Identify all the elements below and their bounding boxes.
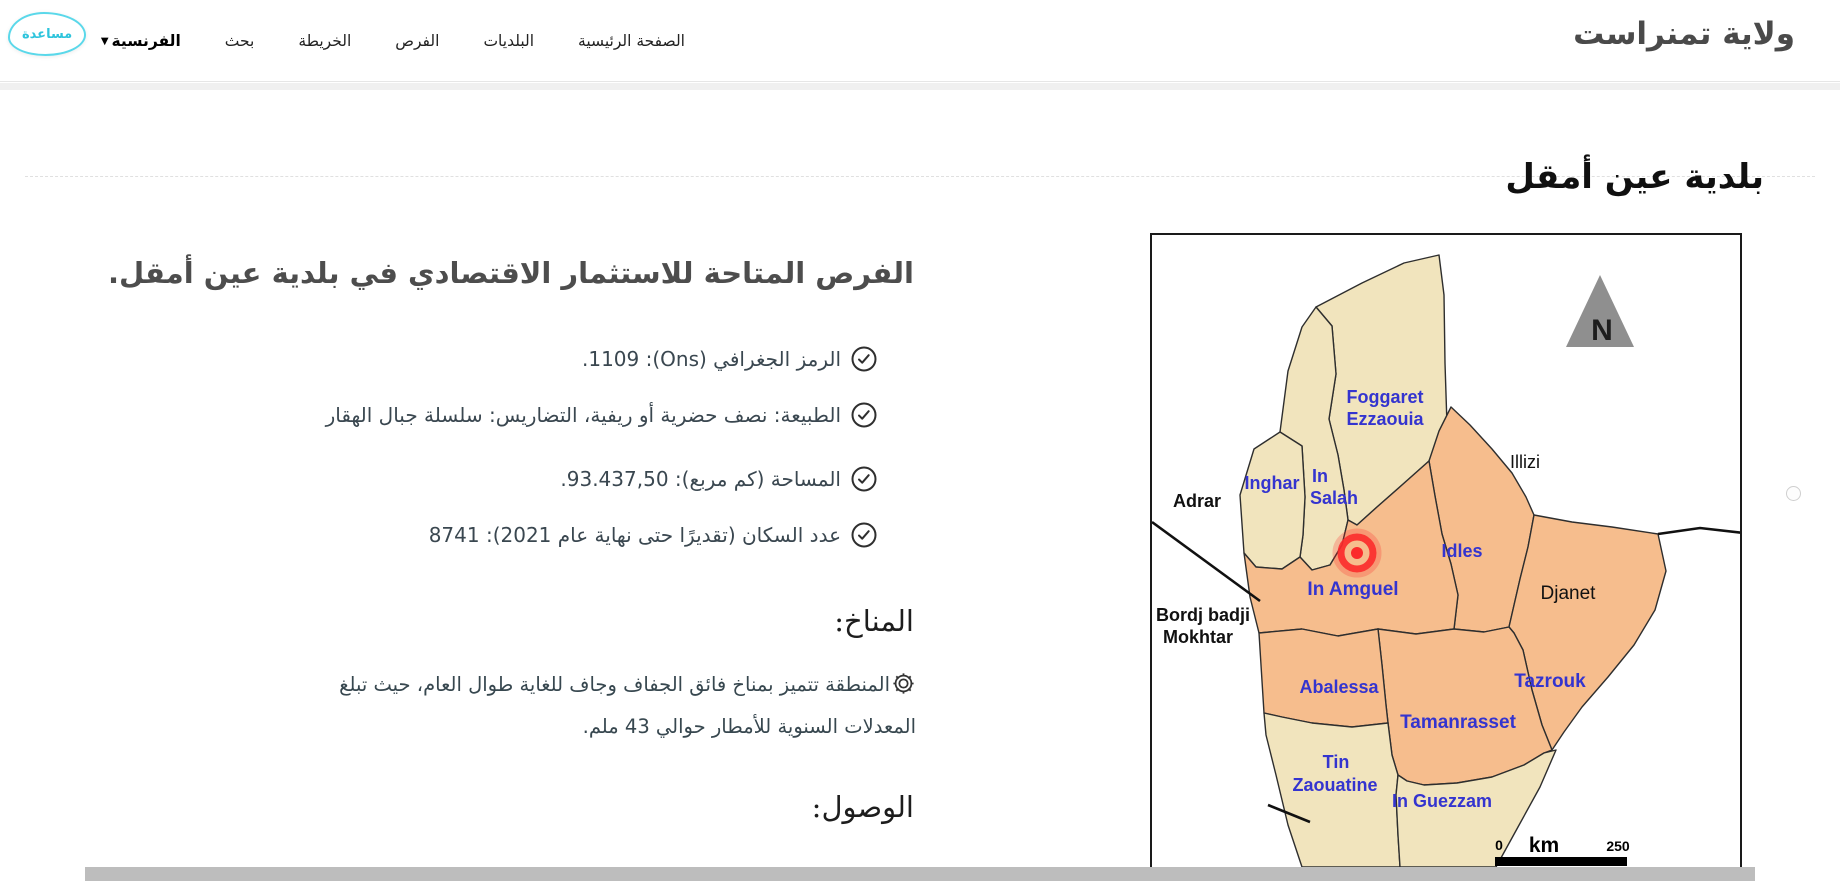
map-label-illizi: Illizi [1510,452,1540,472]
map-label-idles: Idles [1441,541,1482,561]
main-nav: الصفحة الرئيسية البلديات الفرص الخريطة ب… [101,0,685,82]
location-marker [1332,528,1382,578]
map-label-tamanrasset: Tamanrasset [1400,712,1516,733]
site-title: ولاية تمنراست [1573,16,1795,52]
climate-text: المنطقة تتميز بمناخ فائق الجفاف وجاف للغ… [339,673,916,738]
gear-icon [891,673,916,701]
section-divider [25,176,1815,177]
check-circle-icon [850,521,878,557]
climate-heading: المناخ: [834,604,914,638]
fact-text: عدد السكان (تقديرًا حتى نهاية عام 2021):… [428,523,841,547]
nav-item-map[interactable]: الخريطة [298,32,352,50]
border-line-east [1657,526,1740,536]
border-line-southwest [1267,803,1311,824]
fact-text: الرمز الجغرافي (Ons): 1109. [582,347,841,371]
nav-item-opportunities[interactable]: الفرص [395,32,440,50]
map-scale-bar: 0 km 250 [1495,834,1630,866]
fact-row-area: المساحة (كم مربع): 93.437,50. [560,464,878,501]
header: ولاية تمنراست الصفحة الرئيسية البلديات ا… [0,0,1840,82]
check-circle-icon [850,345,878,381]
north-arrow-icon: N [1566,275,1634,347]
help-button[interactable]: مساعدة [8,12,87,56]
scale-start-label: 0 [1495,837,1503,853]
map-label-bordj-2: Mokhtar [1163,627,1233,647]
nav-item-search[interactable]: بحث [224,32,255,50]
map-label-djanet: Djanet [1541,583,1597,604]
page-title: بلدية عين أمقل [1505,157,1764,197]
footer-bar [85,867,1755,881]
map-label-foggaret-1: Foggaret [1346,387,1423,407]
border-line-west [1152,520,1261,603]
region-map: N Foggaret Ezzaouia In Salah Inghar In A… [1150,233,1742,881]
map-label-abalessa: Abalessa [1299,677,1379,697]
check-circle-icon [850,465,878,501]
scroll-widget-dot[interactable] [1786,486,1801,501]
chevron-down-icon: ▼ [100,35,109,47]
map-label-tin-zaouatine-1: Tin [1323,752,1350,772]
climate-paragraph: المنطقة تتميز بمناخ فائق الجفاف وجاف للغ… [326,666,916,745]
map-label-foggaret-2: Ezzaouia [1346,409,1424,429]
header-divider [0,83,1840,90]
language-label: الفرنسية [111,32,181,50]
scale-end-label: 250 [1606,838,1630,854]
map-label-in-guezzam: In Guezzam [1392,791,1492,811]
access-heading: الوصول: [811,790,914,824]
nav-item-municipalities[interactable]: البلديات [483,32,535,50]
fact-text: المساحة (كم مربع): 93.437,50. [560,467,841,491]
fact-row-population: عدد السكان (تقديرًا حتى نهاية عام 2021):… [429,520,878,557]
map-label-tazrouk: Tazrouk [1514,671,1586,692]
scale-unit-label: km [1529,834,1559,857]
opportunities-heading: الفرص المتاحة للاستثمار الاقتصادي في بلد… [107,256,914,290]
region-inghar [1239,431,1306,570]
check-circle-icon [850,401,878,437]
nav-item-language-dropdown[interactable]: الفرنسية ▼ [101,32,181,50]
map-label-bordj-1: Bordj badji [1156,605,1250,625]
map-label-inghar: Inghar [1244,473,1299,493]
fact-row-geo-code: الرمز الجغرافي (Ons): 1109. [582,344,878,381]
map-label-tin-zaouatine-2: Zaouatine [1292,775,1377,795]
map-label-in-salah-2: Salah [1310,488,1358,508]
region-in-guezzam [1395,749,1557,868]
map-label-in-salah-1: In [1312,466,1328,486]
svg-text:N: N [1591,314,1613,347]
nav-item-home[interactable]: الصفحة الرئيسية [578,32,685,50]
fact-row-nature: الطبيعة: نصف حضرية أو ريفية، التضاريس: س… [326,400,878,437]
map-label-in-amguel: In Amguel [1307,579,1398,600]
fact-text: الطبيعة: نصف حضرية أو ريفية، التضاريس: س… [325,403,841,427]
map-label-adrar: Adrar [1173,491,1221,511]
